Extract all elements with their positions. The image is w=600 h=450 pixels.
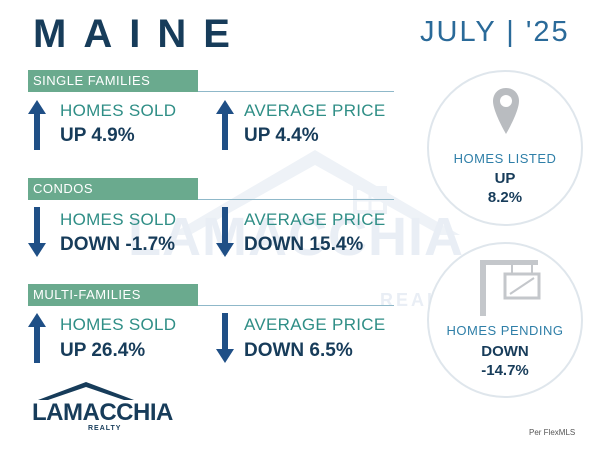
brand-logo-realty: REALTY (88, 425, 122, 432)
section-label-single-families: SINGLE FAMILIES (33, 73, 151, 88)
arrow-up-icon (28, 100, 46, 150)
homes-sold-label: HOMES SOLD (60, 210, 177, 229)
homes-listed-label: HOMES LISTED (453, 151, 557, 166)
arrow-down-icon (28, 207, 46, 257)
data-source: Per FlexMLS (529, 428, 576, 437)
brand-logo: LAMACCHIA (32, 399, 173, 426)
homes-sold-label: HOMES SOLD (60, 315, 177, 334)
homes-sold-value: UP 26.4% (60, 340, 146, 361)
state-title: MAINE (33, 12, 247, 56)
average-price-value: DOWN 15.4% (244, 234, 364, 255)
section-label-condos: CONDOS (33, 181, 94, 196)
section-divider (198, 199, 394, 200)
section-divider (198, 91, 394, 92)
section-bar-condos (28, 178, 198, 200)
sale-sign-icon (480, 260, 541, 316)
map-pin-icon (493, 88, 519, 134)
arrow-down-icon (216, 207, 234, 257)
arrow-down-icon (216, 313, 234, 363)
section-label-multi-families: MULTI-FAMILIES (33, 287, 141, 302)
section-bar-single-families (28, 70, 198, 92)
arrow-up-icon (28, 313, 46, 363)
homes-sold-value: DOWN -1.7% (60, 234, 176, 255)
homes-pending-direction: DOWN (481, 343, 529, 360)
section-bar-multi-families (28, 284, 198, 306)
logo-roof-icon (38, 382, 134, 400)
arrow-up-icon (216, 100, 234, 150)
homes-pending-percent: -14.7% (481, 362, 529, 379)
average-price-label: AVERAGE PRICE (244, 210, 386, 229)
average-price-value: UP 4.4% (244, 125, 319, 146)
homes-sold-label: HOMES SOLD (60, 101, 177, 120)
homes-pending-circle (427, 242, 583, 398)
average-price-label: AVERAGE PRICE (244, 101, 386, 120)
average-price-value: DOWN 6.5% (244, 340, 353, 361)
homes-pending-label: HOMES PENDING (446, 323, 564, 338)
watermark-brand: LAMACCHIA (128, 207, 464, 267)
homes-listed-direction: UP (494, 170, 516, 187)
watermark-house-graphic (170, 150, 460, 235)
homes-listed-percent: 8.2% (487, 189, 523, 206)
average-price-label: AVERAGE PRICE (244, 315, 386, 334)
report-date: JULY | '25 (420, 16, 570, 48)
section-divider (198, 305, 394, 306)
homes-sold-value: UP 4.9% (60, 125, 135, 146)
